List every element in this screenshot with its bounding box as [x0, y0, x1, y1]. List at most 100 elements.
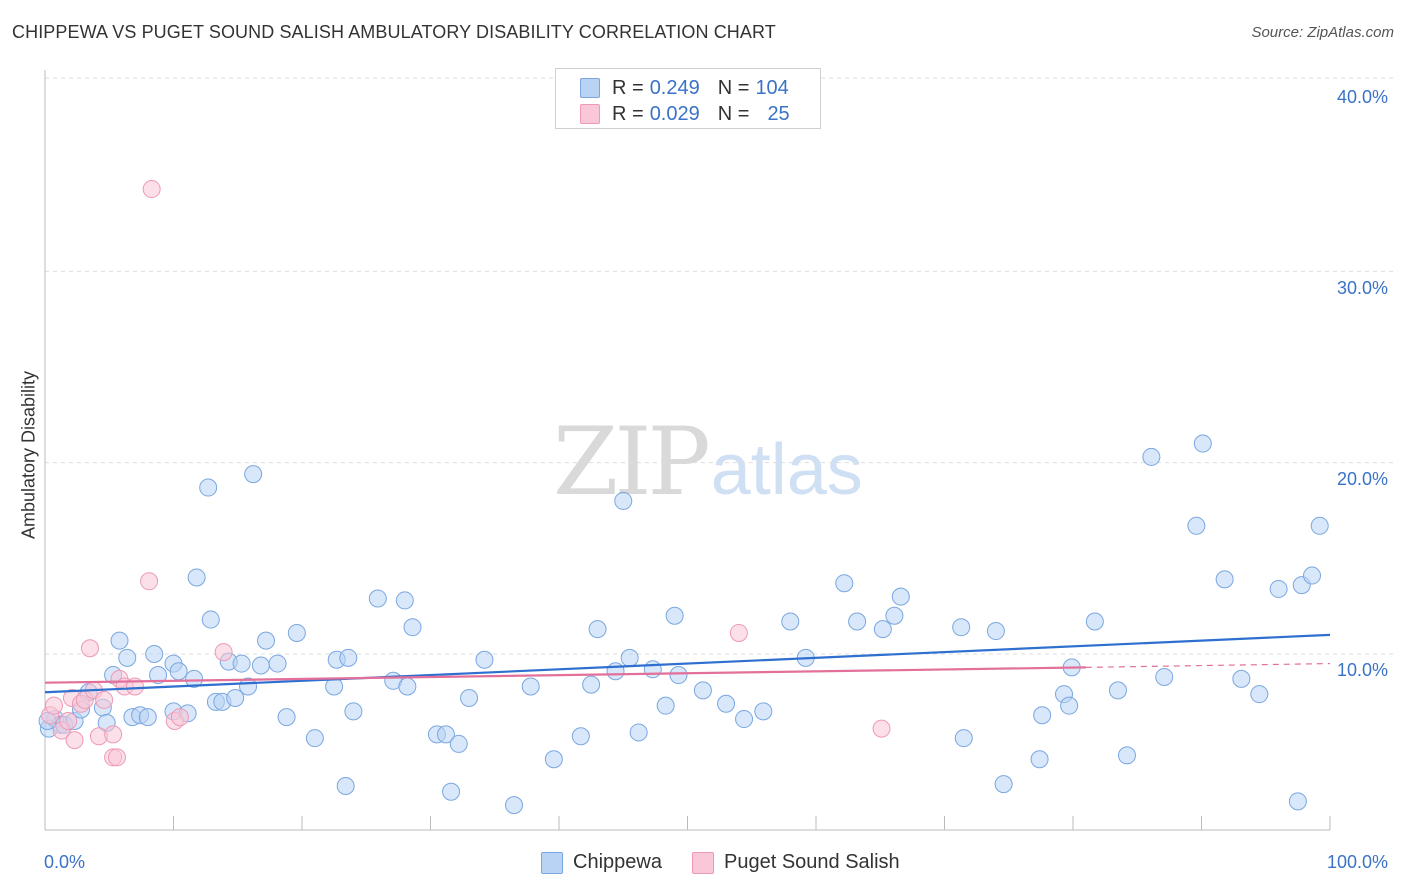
salish-trendline [44, 666, 1086, 684]
legend-n-label: N = [717, 102, 750, 125]
chippewa-point [1108, 681, 1127, 700]
chippewa-point [1215, 570, 1234, 589]
chippewa-point [118, 648, 137, 667]
chippewa-point [395, 591, 414, 610]
chippewa-point [201, 610, 220, 629]
chippewa-point [1193, 434, 1212, 453]
chippewa-point [398, 677, 417, 696]
chippewa-point [588, 620, 607, 639]
legend-r-value: 0.249 [649, 76, 700, 99]
series-swatch-chippewa [541, 851, 563, 874]
chippewa-point [835, 574, 854, 593]
chippewa-point [268, 654, 287, 673]
legend-r-value: 0.029 [649, 102, 700, 125]
series-legend-salish[interactable]: Puget Sound Salish [692, 851, 900, 874]
chippewa-point [505, 796, 524, 815]
chippewa-point [305, 729, 324, 748]
chippewa-point [145, 645, 164, 663]
chippewa-point [368, 589, 387, 608]
chippewa-point [1310, 516, 1329, 535]
chippewa-point [169, 662, 188, 681]
legend-n-value: 25 [767, 102, 790, 125]
chippewa-point [110, 631, 129, 650]
legend-swatch-salish [580, 104, 600, 124]
y-tick-label-20: 20.0% [1337, 469, 1389, 489]
chippewa-point [1155, 667, 1174, 686]
chippewa-point [717, 694, 736, 713]
chippewa-point [1117, 746, 1136, 765]
legend-n-label: N = [717, 76, 750, 99]
legend-row-chippewa: R = 0.249 N = 104 [580, 77, 789, 99]
chippewa-point [665, 606, 684, 625]
legend-r-label: R = [612, 102, 644, 125]
chippewa-point [1085, 612, 1104, 631]
chippewa-point [138, 708, 157, 727]
chart-title: CHIPPEWA VS PUGET SOUND SALISH AMBULATOR… [12, 22, 776, 42]
chippewa-point [873, 620, 892, 639]
chippewa-point [244, 465, 263, 484]
salish-point [729, 623, 748, 642]
chippewa-point [442, 782, 461, 801]
chippewa-point [1030, 750, 1049, 769]
salish-point [95, 690, 114, 709]
chippewa-point [187, 568, 206, 587]
chippewa-point [954, 729, 973, 748]
chippewa-point [257, 631, 276, 650]
chippewa-point [669, 666, 688, 685]
chippewa-point [1250, 685, 1269, 704]
chippewa-point [149, 666, 168, 685]
salish-point [140, 572, 159, 591]
chippewa-point [735, 710, 754, 729]
salish-point [44, 696, 63, 715]
chippewa-point [643, 660, 662, 679]
salish-point [104, 725, 123, 744]
series-label-salish: Puget Sound Salish [724, 851, 900, 873]
salish-point [170, 708, 189, 727]
chippewa-point [226, 689, 245, 708]
series-swatch-salish [692, 851, 714, 874]
y-axis-title: Ambulatory Disability [18, 370, 39, 540]
chippewa-point [185, 669, 204, 688]
chippewa-point [1187, 516, 1206, 535]
chippewa-point [1142, 447, 1161, 466]
salish-trendline-extension [1085, 662, 1331, 668]
y-tick-label-40: 40.0% [1337, 87, 1389, 107]
chippewa-point [1303, 566, 1322, 585]
chippewa-point [1060, 696, 1079, 715]
series-label-chippewa: Chippewa [573, 851, 662, 873]
series-legend: Chippewa Puget Sound Salish [0, 851, 1406, 877]
stats-legend: R = 0.249 N = 104 R = 0.029 N = 25 [555, 68, 821, 129]
chippewa-point [544, 750, 563, 769]
chippewa-point [436, 725, 455, 744]
legend-swatch-chippewa [580, 78, 600, 98]
chippewa-point [614, 491, 633, 510]
chippewa-point [986, 622, 1005, 641]
chippewa-point [287, 623, 306, 642]
legend-row-salish: R = 0.029 N = 25 [580, 103, 790, 125]
y-tick-label-10: 10.0% [1337, 660, 1389, 680]
chippewa-point [754, 702, 773, 721]
chippewa-point [403, 618, 422, 637]
chippewa-point [344, 702, 363, 721]
chippewa-point [475, 650, 494, 669]
chippewa-point [1033, 706, 1052, 725]
salish-point [872, 719, 891, 738]
chippewa-point [1269, 579, 1288, 598]
series-legend-chippewa[interactable]: Chippewa [541, 851, 662, 874]
chippewa-point [848, 612, 867, 631]
chippewa-point [460, 689, 479, 708]
chippewa-point [629, 723, 648, 742]
legend-n-value: 104 [755, 76, 789, 99]
chippewa-point [521, 677, 540, 696]
y-tick-label-30: 30.0% [1337, 278, 1389, 298]
chippewa-point [582, 675, 601, 694]
salish-point [107, 748, 126, 767]
x-tick-label-max: 100.0% [1327, 852, 1389, 872]
chippewa-point [1232, 669, 1251, 688]
chippewa-point [656, 696, 675, 715]
chippewa-point [339, 648, 358, 667]
chippewa-point [891, 587, 910, 606]
chippewa-point [232, 654, 251, 673]
chippewa-point [952, 618, 971, 637]
